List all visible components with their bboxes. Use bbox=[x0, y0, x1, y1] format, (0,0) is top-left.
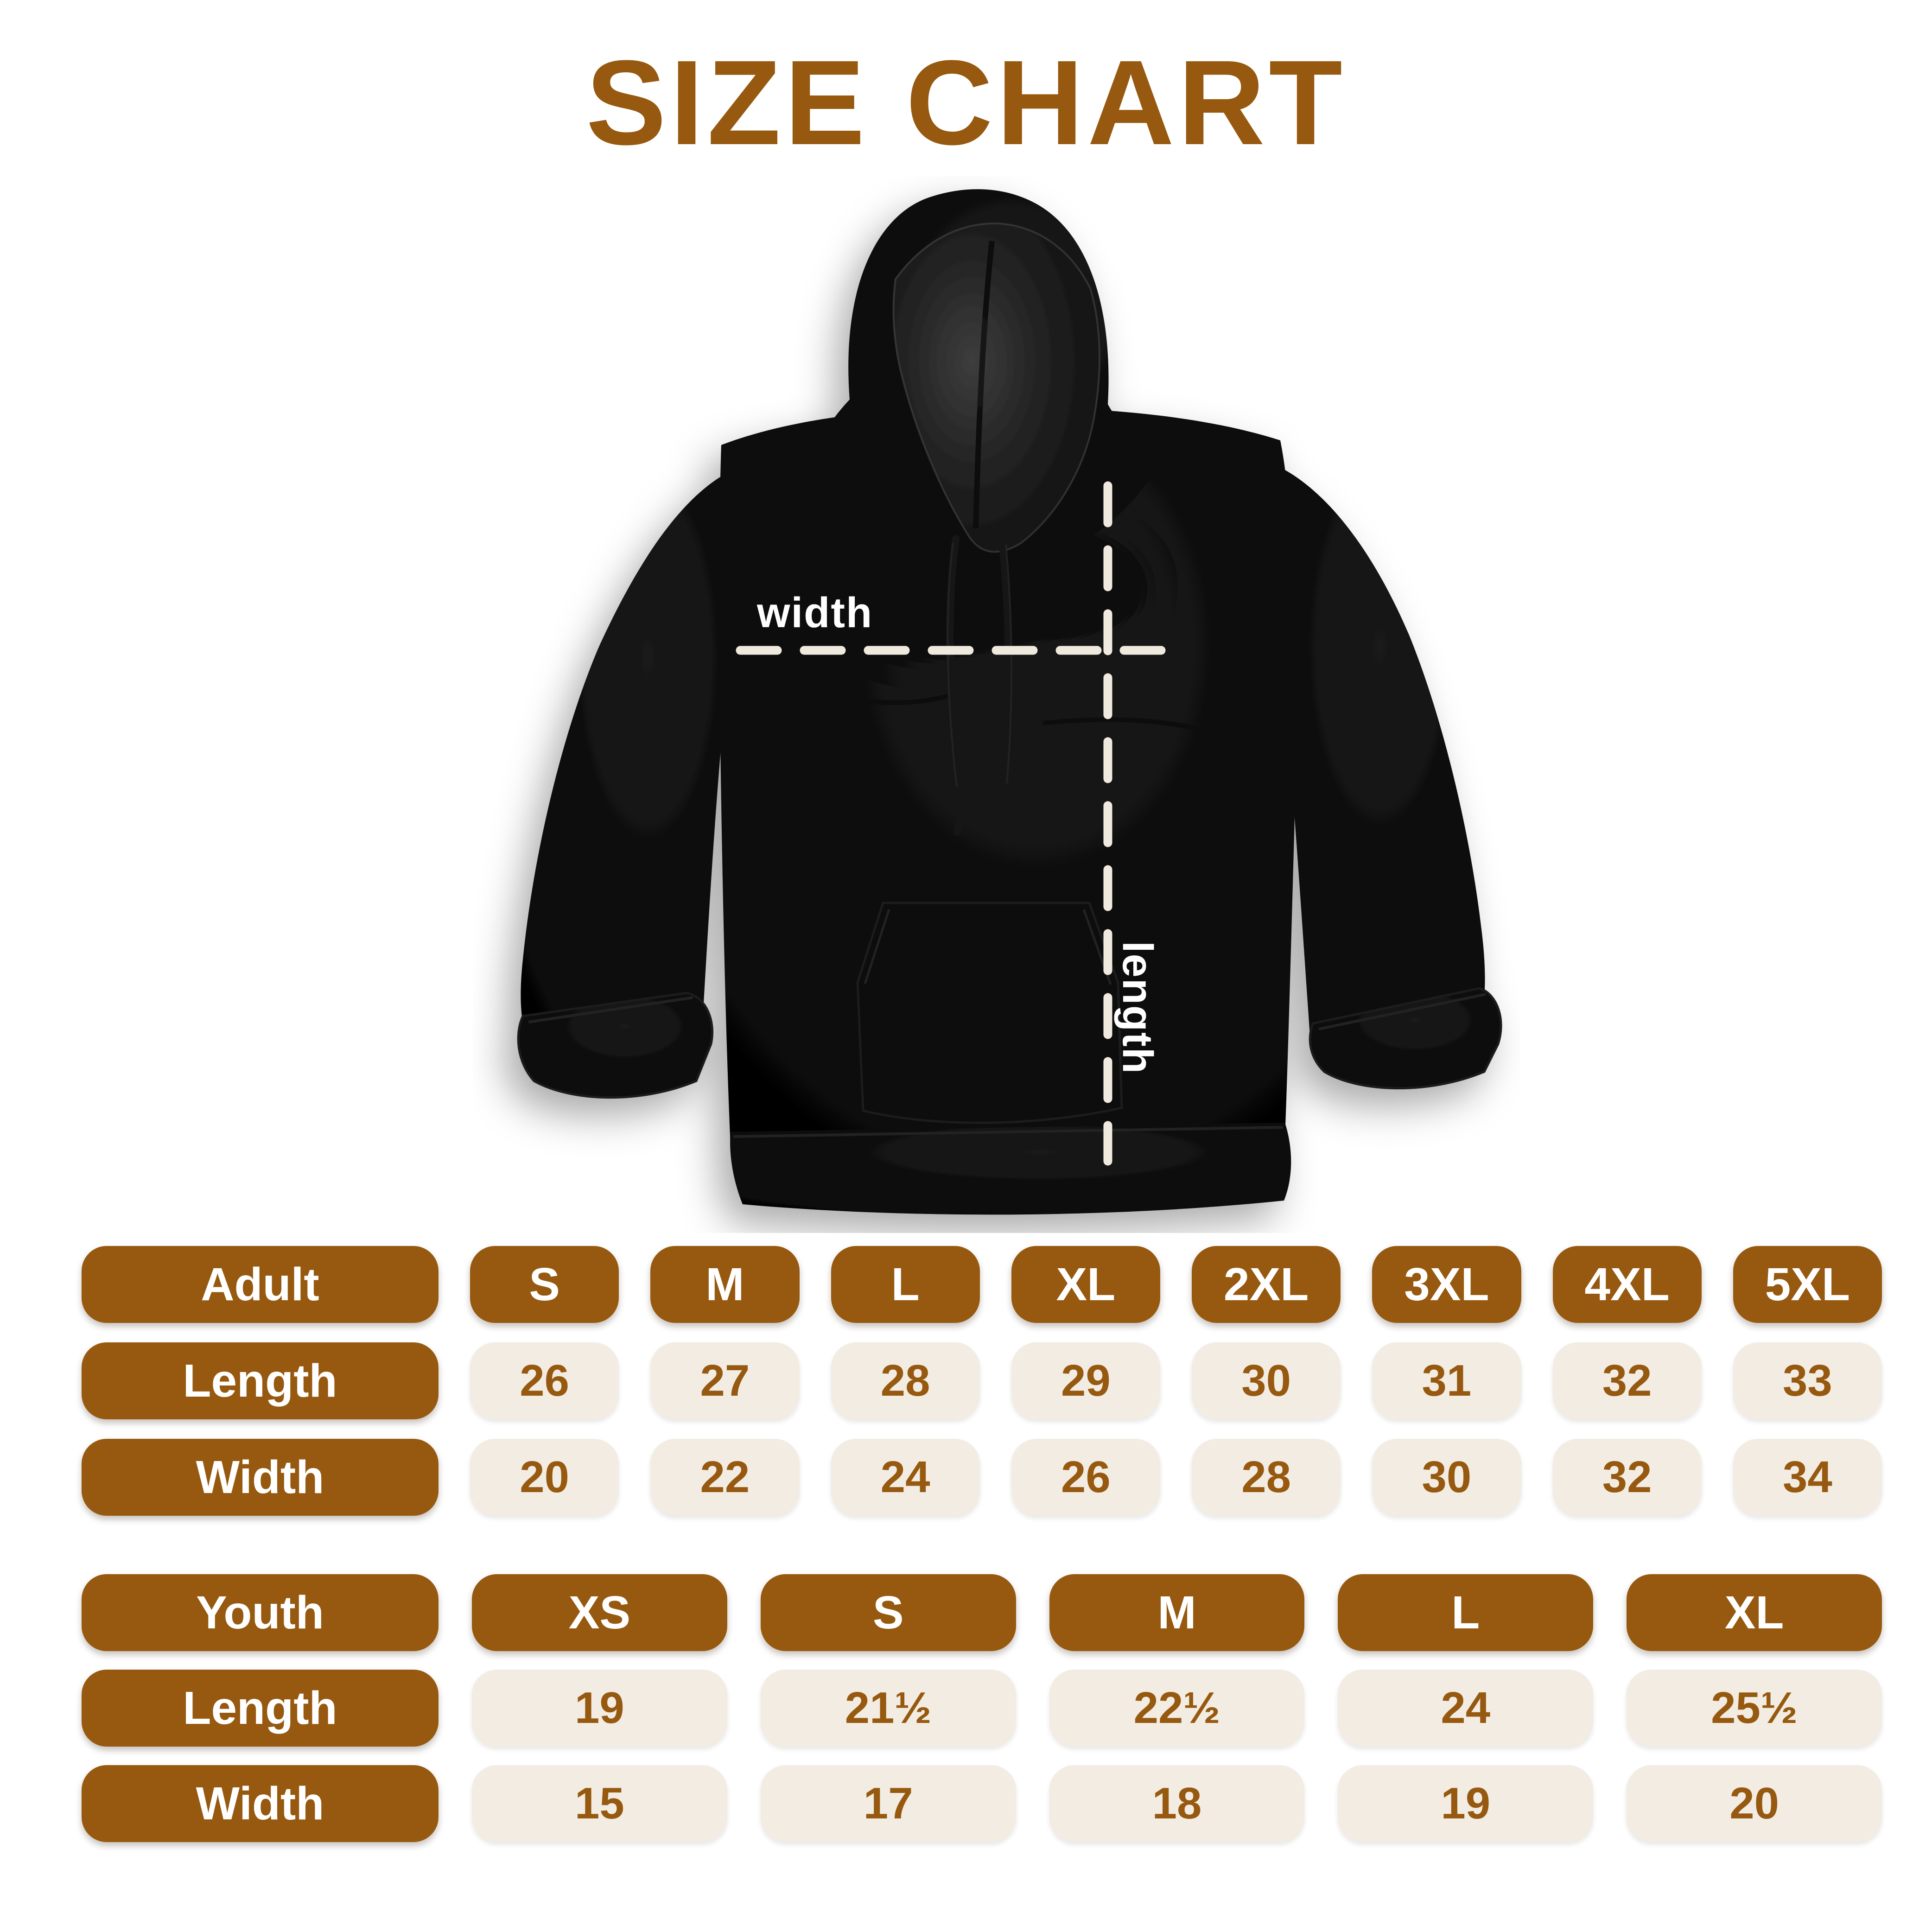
youth-table-corner: Youth bbox=[82, 1574, 439, 1651]
youth-width-xl: 20 bbox=[1627, 1765, 1882, 1842]
adult-width-5xl: 34 bbox=[1733, 1439, 1882, 1516]
adult-width-3xl: 30 bbox=[1372, 1439, 1521, 1516]
adult-width-4xl: 32 bbox=[1552, 1439, 1702, 1516]
hoodie-illustration bbox=[517, 189, 1502, 1215]
youth-size-table: Youth XS S M L XL Length 19 21½ 22½ 24 2… bbox=[82, 1574, 1882, 1842]
adult-header-s: S bbox=[470, 1246, 619, 1323]
adult-length-3xl: 31 bbox=[1372, 1342, 1521, 1419]
adult-width-row-label: Width bbox=[82, 1439, 439, 1516]
adult-width-2xl: 28 bbox=[1192, 1439, 1341, 1516]
adult-length-m: 27 bbox=[650, 1342, 800, 1419]
adult-header-xl: XL bbox=[1011, 1246, 1160, 1323]
adult-header-m: M bbox=[650, 1246, 800, 1323]
youth-width-l: 19 bbox=[1338, 1765, 1594, 1842]
width-measure-label: width bbox=[757, 589, 873, 636]
adult-length-xl: 29 bbox=[1011, 1342, 1160, 1419]
adult-header-4xl: 4XL bbox=[1552, 1246, 1702, 1323]
adult-width-xl: 26 bbox=[1011, 1439, 1160, 1516]
youth-width-s: 17 bbox=[760, 1765, 1016, 1842]
adult-length-s: 26 bbox=[470, 1342, 619, 1419]
adult-size-table: Adult S M L XL 2XL 3XL 4XL 5XL Length 26… bbox=[82, 1246, 1882, 1516]
adult-length-2xl: 30 bbox=[1192, 1342, 1341, 1419]
length-measure-label: length bbox=[1114, 941, 1161, 1074]
adult-header-5xl: 5XL bbox=[1733, 1246, 1882, 1323]
adult-length-l: 28 bbox=[831, 1342, 980, 1419]
adult-width-s: 20 bbox=[470, 1439, 619, 1516]
hoodie-garment bbox=[517, 189, 1502, 1215]
youth-header-l: L bbox=[1338, 1574, 1594, 1651]
youth-header-m: M bbox=[1049, 1574, 1305, 1651]
adult-length-4xl: 32 bbox=[1552, 1342, 1702, 1419]
youth-length-row-label: Length bbox=[82, 1670, 439, 1747]
youth-width-row-label: Width bbox=[82, 1765, 439, 1842]
adult-table-corner: Adult bbox=[82, 1246, 439, 1323]
adult-width-l: 24 bbox=[831, 1439, 980, 1516]
measurement-lines bbox=[736, 481, 1184, 1166]
youth-header-xl: XL bbox=[1627, 1574, 1882, 1651]
youth-length-xs: 19 bbox=[472, 1670, 727, 1747]
youth-length-m: 22½ bbox=[1049, 1670, 1305, 1747]
adult-header-3xl: 3XL bbox=[1372, 1246, 1521, 1323]
youth-header-xs: XS bbox=[472, 1574, 727, 1651]
adult-width-m: 22 bbox=[650, 1439, 800, 1516]
page-title: SIZE CHART bbox=[586, 36, 1346, 170]
youth-length-s: 21½ bbox=[760, 1670, 1016, 1747]
youth-width-xs: 15 bbox=[472, 1765, 727, 1842]
adult-header-2xl: 2XL bbox=[1192, 1246, 1341, 1323]
youth-header-s: S bbox=[760, 1574, 1016, 1651]
youth-length-xl: 25½ bbox=[1627, 1670, 1882, 1747]
adult-length-5xl: 33 bbox=[1733, 1342, 1882, 1419]
adult-length-row-label: Length bbox=[82, 1342, 439, 1419]
youth-width-m: 18 bbox=[1049, 1765, 1305, 1842]
youth-length-l: 24 bbox=[1338, 1670, 1594, 1747]
adult-header-l: L bbox=[831, 1246, 980, 1323]
